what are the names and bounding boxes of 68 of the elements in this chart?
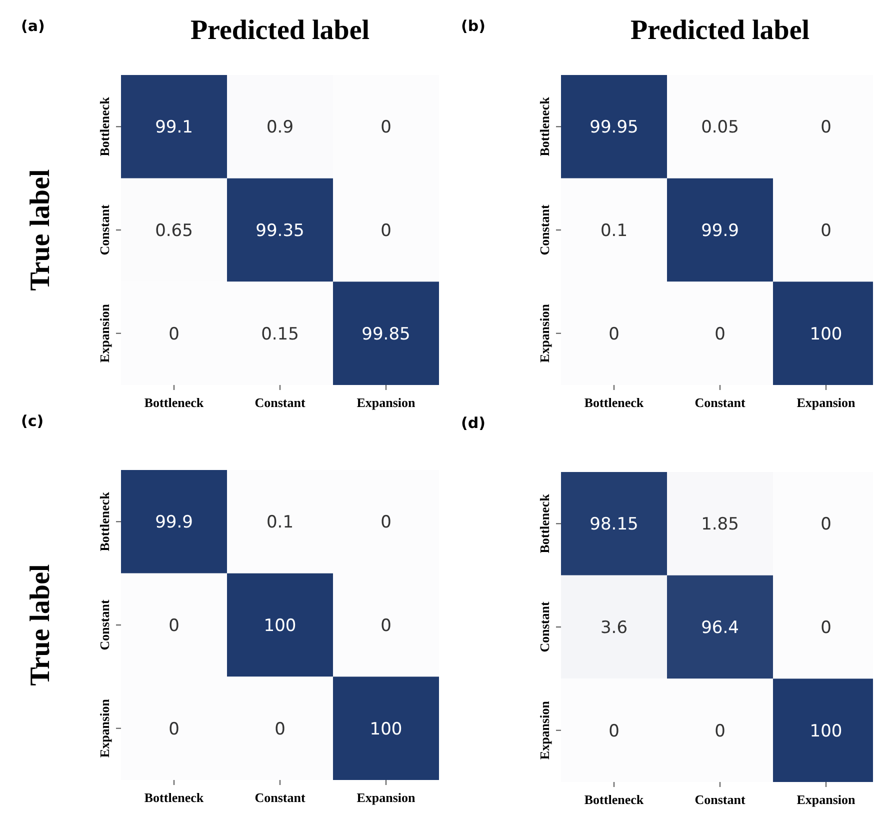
data-label: 0 (380, 512, 392, 533)
data-label: 0 (380, 220, 392, 241)
y-tick-label: Expansion (537, 700, 552, 760)
x-tick-label: Bottleneck (144, 395, 204, 410)
x-tick-label: Constant (254, 395, 306, 410)
y-tick-label: Bottleneck (97, 96, 112, 156)
y-tick-label: Expansion (97, 698, 112, 758)
data-label: 99.1 (155, 118, 193, 138)
data-label: 0 (820, 514, 832, 535)
chart-title: (b) (461, 17, 486, 35)
y-tick-label: Bottleneck (537, 493, 552, 554)
data-label: 0.9 (266, 118, 294, 138)
x-axis-title: Predicted label (630, 15, 810, 46)
data-label: 0.1 (600, 220, 628, 241)
data-label: 0 (714, 721, 726, 742)
y-tick-label: Bottleneck (537, 96, 552, 156)
data-label: 0 (168, 324, 180, 344)
x-tick-label: Constant (254, 790, 306, 805)
x-tick-label: Constant (694, 792, 746, 807)
y-tick-label: Constant (97, 599, 112, 650)
data-label: 0.15 (261, 324, 299, 344)
y-tick-label: Constant (537, 601, 552, 652)
data-label: 100 (810, 324, 842, 344)
x-tick-label: Bottleneck (144, 790, 204, 805)
data-label: 100 (810, 721, 842, 742)
data-label: 99.85 (362, 324, 410, 344)
y-tick-label: Expansion (537, 303, 552, 363)
data-label: 0 (820, 220, 832, 241)
data-label: 0 (274, 719, 286, 740)
data-label: 1.85 (701, 514, 739, 535)
data-label: 99.95 (590, 118, 638, 138)
data-label: 0.05 (701, 118, 739, 138)
data-label: 0 (608, 324, 620, 344)
data-label: 3.6 (600, 618, 628, 638)
x-tick-label: Expansion (356, 790, 416, 805)
data-label: 0 (168, 719, 180, 740)
data-label: 100 (370, 719, 402, 740)
data-label: 100 (264, 616, 296, 636)
data-label: 0 (714, 324, 726, 344)
y-tick-label: Expansion (97, 303, 112, 363)
data-label: 99.9 (155, 512, 193, 533)
x-tick-label: Expansion (356, 395, 416, 410)
x-tick-label: Expansion (796, 395, 856, 410)
chart-title: (c) (21, 412, 44, 430)
data-label: 0.65 (155, 220, 193, 241)
data-label: 99.9 (701, 220, 739, 241)
data-label: 0 (820, 618, 832, 638)
data-label: 0 (608, 721, 620, 742)
data-label: 0 (168, 616, 180, 636)
data-label: 99.35 (256, 220, 304, 241)
y-tick-label: Constant (537, 204, 552, 256)
y-tick-label: Bottleneck (97, 491, 112, 552)
data-label: 0.1 (266, 512, 294, 533)
y-axis-title: True label (25, 564, 56, 686)
chart-title: (a) (21, 17, 45, 35)
data-label: 0 (820, 118, 832, 138)
x-tick-label: Expansion (796, 792, 856, 807)
data-label: 96.4 (701, 618, 739, 638)
x-tick-label: Bottleneck (584, 792, 644, 807)
data-label: 98.15 (590, 514, 638, 535)
chart-title: (d) (461, 414, 486, 432)
x-axis-title: Predicted label (190, 15, 370, 46)
y-axis-title: True label (25, 168, 56, 291)
data-label: 0 (380, 616, 392, 636)
x-tick-label: Constant (694, 395, 746, 410)
x-tick-label: Bottleneck (584, 395, 644, 410)
data-label: 0 (380, 118, 392, 138)
y-tick-label: Constant (97, 204, 112, 256)
